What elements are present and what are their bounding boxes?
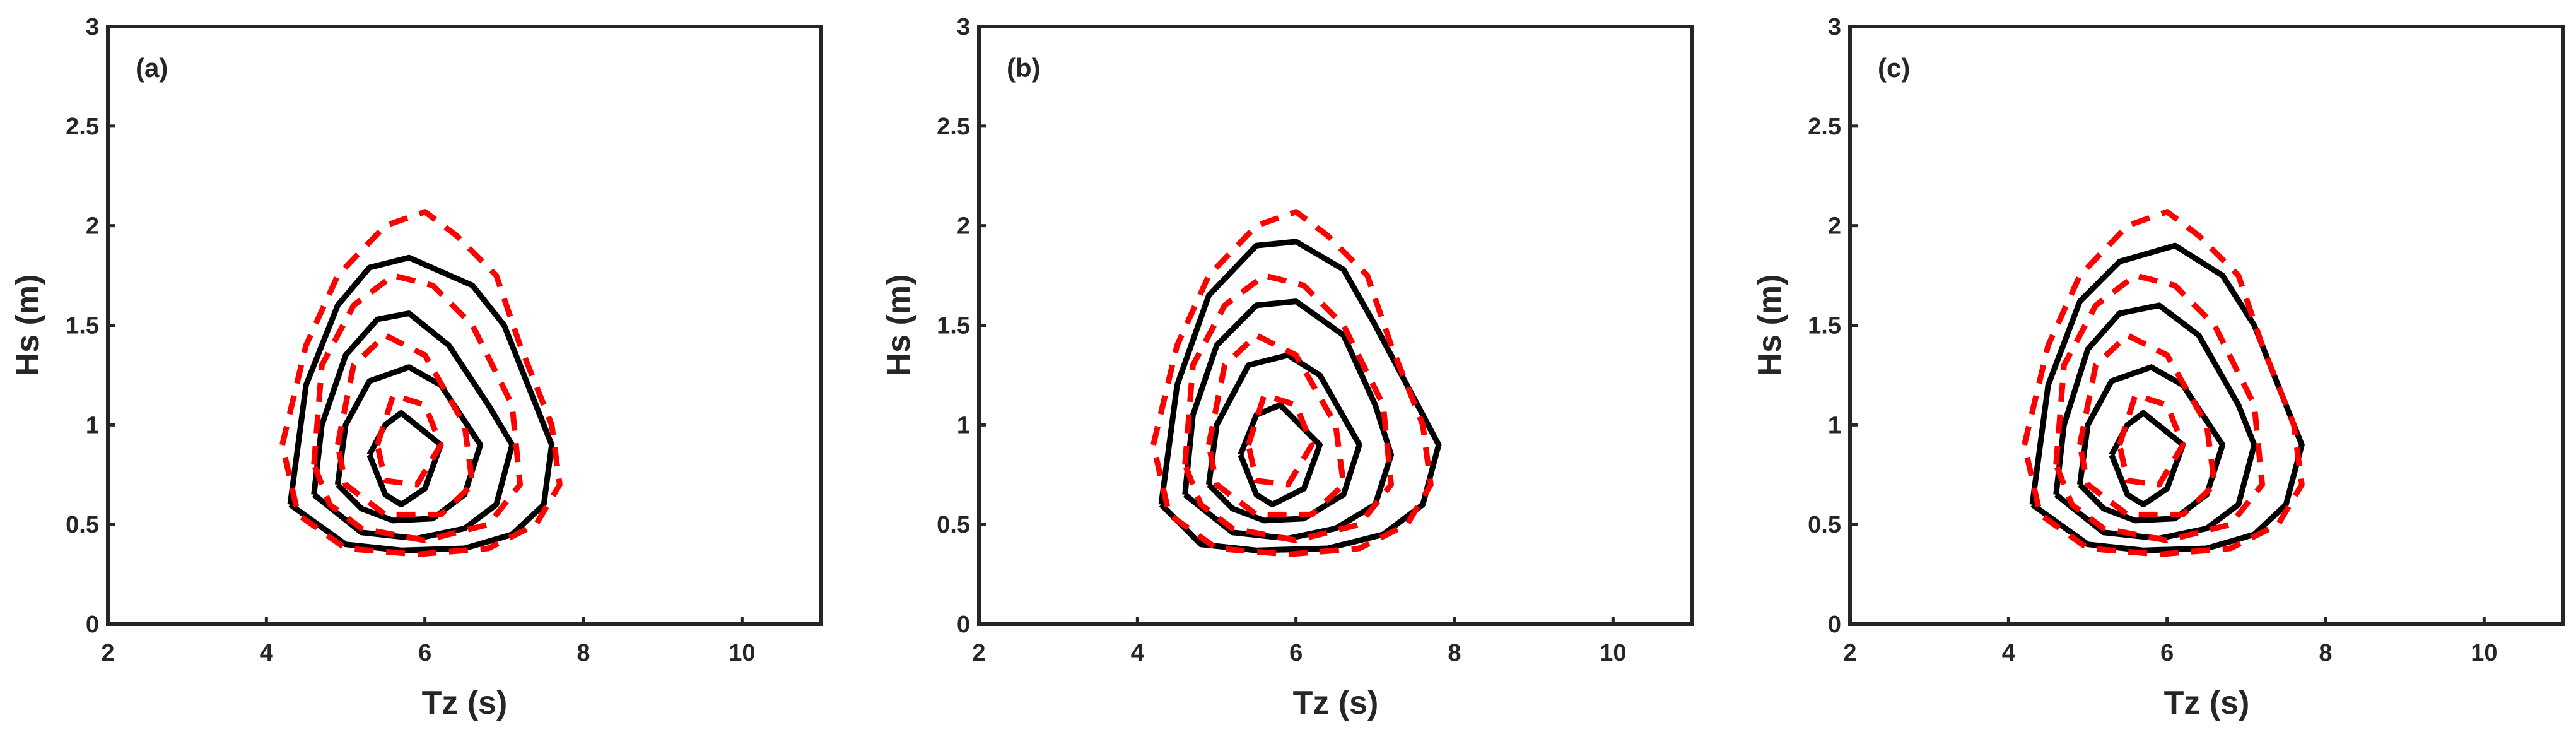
x-tick-label: 8 bbox=[2319, 640, 2332, 666]
x-tick-label: 10 bbox=[2471, 640, 2497, 666]
y-tick-label: 0.5 bbox=[66, 512, 99, 538]
x-axis-label: Tz (s) bbox=[2164, 685, 2250, 721]
dashed-contour bbox=[2053, 273, 2265, 543]
y-tick-label: 2.5 bbox=[937, 114, 970, 140]
y-tick-label: 2 bbox=[1828, 213, 1841, 240]
dashed-contour bbox=[2116, 392, 2186, 488]
x-axis-label: Tz (s) bbox=[422, 685, 508, 721]
x-tick-label: 4 bbox=[260, 640, 273, 666]
axes-box bbox=[106, 25, 823, 626]
x-tick-label: 4 bbox=[1131, 640, 1144, 666]
y-tick-label: 1.5 bbox=[937, 313, 970, 340]
y-axis-label: Hs (m) bbox=[1752, 275, 1788, 377]
dashed-contour bbox=[1245, 392, 1315, 488]
x-tick-label: 4 bbox=[2002, 640, 2015, 666]
panel-label: (c) bbox=[1878, 53, 1910, 83]
panel: 2 4 6 8 10 0 0.5 1 1.5 2 2.5 3 (c) Tz (s) Hs (m) bbox=[1752, 14, 2565, 721]
dashed-contour bbox=[1205, 332, 1347, 517]
dashed-contour bbox=[1182, 273, 1394, 543]
y-tick-label: 0 bbox=[86, 611, 99, 638]
x-tick-label: 10 bbox=[729, 640, 755, 666]
y-tick-label: 2.5 bbox=[1808, 114, 1841, 140]
y-axis-label: Hs (m) bbox=[9, 275, 46, 377]
y-tick-label: 3 bbox=[86, 14, 99, 40]
axes-box bbox=[977, 25, 1694, 626]
x-tick-label: 6 bbox=[1289, 640, 1303, 666]
x-tick-label: 2 bbox=[101, 640, 114, 666]
y-tick-label: 0.5 bbox=[937, 512, 970, 538]
dashed-contour bbox=[334, 332, 476, 517]
y-tick-label: 3 bbox=[1828, 14, 1841, 40]
solid-contour bbox=[2109, 410, 2186, 508]
solid-contour bbox=[334, 364, 484, 524]
dashed-contour bbox=[311, 273, 523, 543]
solid-contour bbox=[1205, 352, 1362, 524]
y-tick-label: 1.5 bbox=[1808, 313, 1841, 340]
panel-label: (b) bbox=[1007, 53, 1041, 83]
solid-contour bbox=[2076, 364, 2226, 524]
y-tick-label: 1 bbox=[86, 412, 99, 439]
y-tick-label: 2 bbox=[86, 213, 99, 240]
axes-box bbox=[1848, 25, 2565, 626]
panel: 2 4 6 8 10 0 0.5 1 1.5 2 2.5 3 (a) Tz (s) Hs (m) bbox=[9, 14, 823, 721]
y-tick-label: 2.5 bbox=[66, 114, 99, 140]
solid-contour bbox=[1158, 239, 1442, 553]
y-tick-label: 1 bbox=[1828, 412, 1841, 439]
y-tick-label: 0 bbox=[957, 611, 970, 638]
y-tick-label: 1.5 bbox=[66, 313, 99, 340]
x-tick-label: 6 bbox=[2160, 640, 2174, 666]
panel-label: (a) bbox=[136, 53, 168, 83]
panel: 2 4 6 8 10 0 0.5 1 1.5 2 2.5 3 (b) Tz (s) Hs (m) bbox=[881, 14, 1694, 721]
solid-contour bbox=[287, 254, 555, 553]
x-tick-label: 8 bbox=[1448, 640, 1461, 666]
x-tick-label: 8 bbox=[577, 640, 590, 666]
x-tick-label: 10 bbox=[1600, 640, 1626, 666]
dashed-contour bbox=[2076, 332, 2218, 517]
y-tick-label: 0.5 bbox=[1808, 512, 1841, 538]
y-tick-label: 2 bbox=[957, 213, 970, 240]
y-tick-label: 1 bbox=[957, 412, 970, 439]
solid-contour bbox=[1182, 298, 1394, 541]
x-tick-label: 2 bbox=[1843, 640, 1856, 666]
x-tick-label: 6 bbox=[418, 640, 431, 666]
y-axis-label: Hs (m) bbox=[881, 275, 917, 377]
x-axis-label: Tz (s) bbox=[1293, 685, 1379, 721]
dashed-contour bbox=[374, 392, 444, 488]
y-tick-label: 0 bbox=[1828, 611, 1841, 638]
solid-contour bbox=[2029, 242, 2305, 553]
y-tick-label: 3 bbox=[957, 14, 970, 40]
solid-contour bbox=[366, 410, 444, 508]
x-tick-label: 2 bbox=[972, 640, 985, 666]
